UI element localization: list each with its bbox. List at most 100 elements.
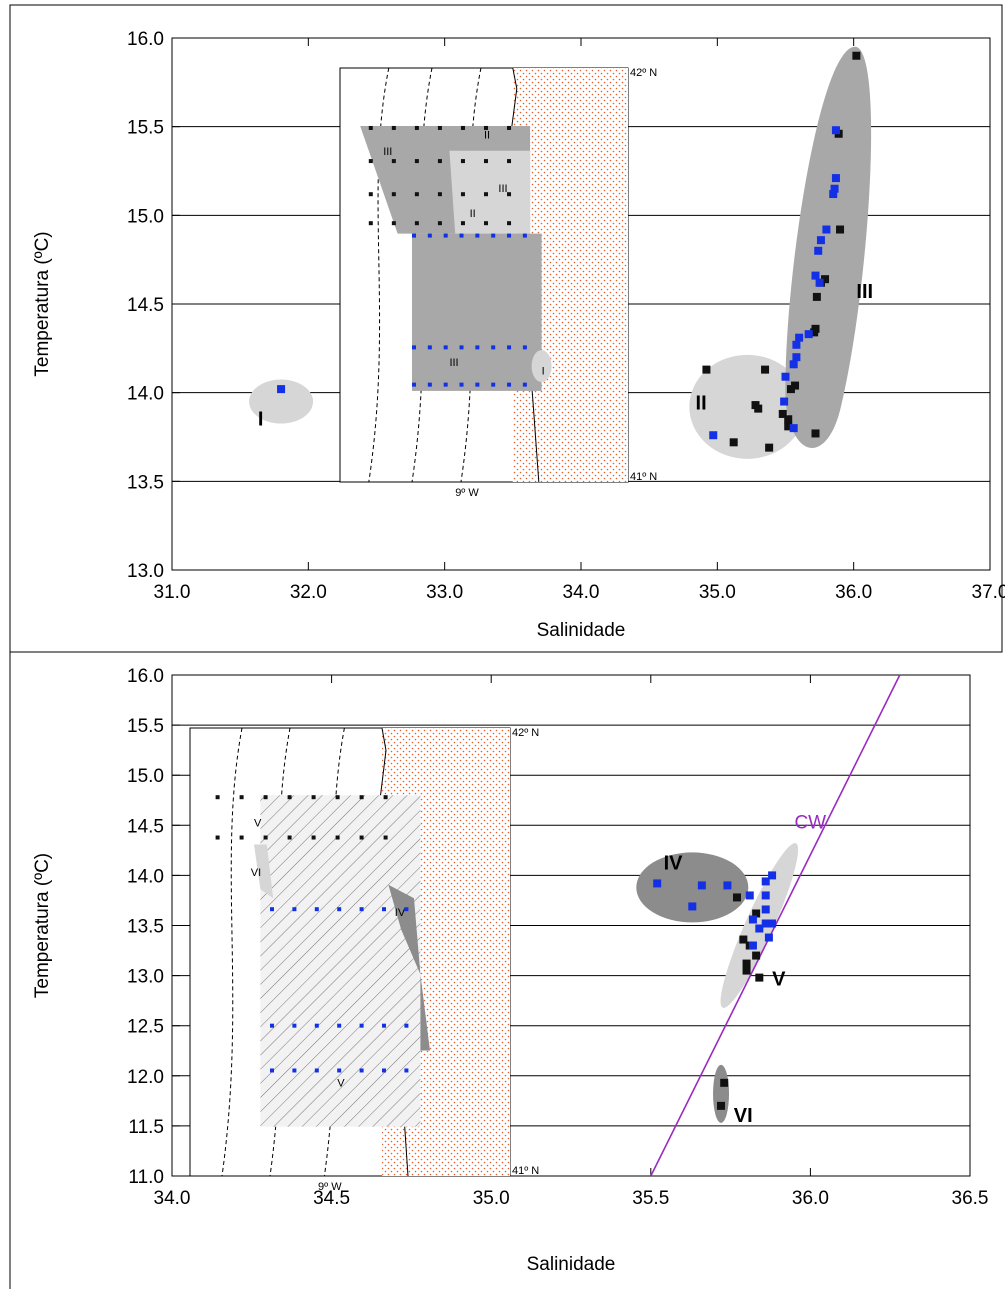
blue-data-point bbox=[792, 340, 801, 349]
black-data-point bbox=[784, 422, 793, 431]
station-marker bbox=[507, 221, 512, 226]
inset-region-label: I bbox=[542, 365, 545, 377]
y-tick-label: 14.5 bbox=[127, 295, 164, 316]
inset-lat-bottom: 41º N bbox=[512, 1165, 539, 1177]
station-marker bbox=[270, 1023, 274, 1028]
black-data-point bbox=[752, 909, 761, 918]
blue-data-point bbox=[748, 915, 757, 924]
station-marker bbox=[437, 221, 442, 226]
station-marker bbox=[215, 835, 220, 840]
group-label-i: I bbox=[258, 408, 264, 430]
blue-data-point bbox=[795, 333, 804, 342]
station-marker bbox=[337, 907, 342, 912]
station-marker bbox=[314, 1068, 319, 1073]
blue-data-point bbox=[723, 881, 732, 890]
x-tick-label: 37.0 bbox=[972, 582, 1005, 603]
black-data-point bbox=[852, 51, 861, 60]
inset-region-label: VI bbox=[251, 867, 261, 879]
station-marker bbox=[475, 233, 480, 238]
y-tick-label: 15.0 bbox=[127, 206, 164, 227]
inset-lon: 9º W bbox=[455, 487, 479, 499]
station-marker bbox=[475, 345, 480, 350]
x-tick-label: 34.0 bbox=[563, 582, 600, 603]
station-marker bbox=[383, 795, 388, 800]
blue-data-point bbox=[815, 278, 824, 287]
inset-lat-bottom: 41º N bbox=[630, 471, 657, 483]
station-marker bbox=[311, 795, 316, 800]
station-marker bbox=[484, 159, 488, 164]
station-marker bbox=[443, 382, 448, 387]
x-tick-label: 34.5 bbox=[313, 1188, 350, 1209]
station-marker bbox=[412, 382, 416, 387]
y-tick-label: 11.5 bbox=[128, 1117, 164, 1138]
x-tick-label: 33.0 bbox=[426, 582, 463, 603]
station-marker bbox=[459, 345, 464, 350]
black-data-point bbox=[811, 429, 820, 438]
station-marker bbox=[475, 382, 480, 387]
station-marker bbox=[507, 233, 512, 238]
inset-region-label: V bbox=[337, 1077, 345, 1089]
station-marker bbox=[263, 795, 268, 800]
black-data-point bbox=[732, 893, 741, 902]
station-marker bbox=[383, 835, 388, 840]
inset-region-iv bbox=[388, 884, 421, 975]
bottom-ts-panel: 11.0 11.5 12.0 12.5 13.0 13.5 14.0 14.5 15.0 15.5… bbox=[32, 666, 988, 1275]
station-marker bbox=[368, 159, 373, 164]
black-data-point bbox=[821, 275, 830, 284]
black-data-point bbox=[784, 415, 793, 424]
black-data-point bbox=[810, 328, 819, 337]
station-marker bbox=[522, 233, 527, 238]
station-marker bbox=[491, 382, 496, 387]
inset-region-ii bbox=[449, 150, 531, 234]
data-points bbox=[277, 51, 861, 452]
x-tick-label: 32.0 bbox=[290, 582, 327, 603]
black-data-point bbox=[742, 959, 751, 968]
station-marker bbox=[404, 1023, 409, 1028]
inset-region-label: II bbox=[470, 208, 476, 220]
station-marker bbox=[359, 1068, 364, 1073]
x-tick-label: 36.5 bbox=[952, 1188, 989, 1209]
black-data-point bbox=[739, 935, 748, 944]
blue-data-point bbox=[768, 919, 777, 928]
x-tick-label: 34.0 bbox=[154, 1188, 191, 1209]
station-marker bbox=[359, 835, 364, 840]
black-data-point bbox=[791, 381, 800, 390]
y-tick-label: 15.5 bbox=[127, 716, 164, 737]
bathymetry-line bbox=[368, 67, 390, 483]
station-marker bbox=[414, 159, 419, 164]
y-tick-label: 15.0 bbox=[127, 766, 164, 787]
blue-data-point bbox=[688, 902, 697, 911]
black-data-point bbox=[836, 225, 845, 234]
station-marker bbox=[414, 125, 419, 130]
y-tick-label: 16.0 bbox=[127, 666, 164, 687]
black-data-point bbox=[729, 438, 738, 447]
blue-data-point bbox=[829, 190, 838, 199]
station-marker bbox=[391, 192, 396, 197]
x-tick-label: 35.5 bbox=[632, 1188, 669, 1209]
inset-region-vi bbox=[254, 844, 274, 899]
station-marker bbox=[412, 233, 416, 238]
station-marker bbox=[337, 1068, 342, 1073]
station-marker bbox=[270, 1068, 274, 1073]
station-marker bbox=[404, 907, 409, 912]
station-marker bbox=[239, 835, 244, 840]
inset-lat-top: 42º N bbox=[512, 727, 539, 739]
blue-data-point bbox=[792, 353, 801, 362]
group-label-iv: IV bbox=[664, 852, 684, 874]
black-data-point bbox=[720, 1078, 729, 1087]
cw-line-label: CW bbox=[794, 812, 826, 833]
station-marker bbox=[507, 192, 512, 197]
inset-region-label: III bbox=[449, 357, 458, 369]
station-marker bbox=[215, 795, 220, 800]
x-axis-label: Salinidade bbox=[527, 1254, 616, 1275]
y-tick-label: 14.0 bbox=[127, 866, 164, 887]
black-data-point bbox=[754, 404, 763, 413]
inset-region-label: III bbox=[498, 183, 507, 195]
inset-region-iv-south bbox=[420, 974, 430, 1051]
y-axis-label: Temperatura (ºC) bbox=[32, 853, 53, 998]
blue-data-point bbox=[697, 881, 706, 890]
black-data-point bbox=[765, 443, 774, 452]
station-marker bbox=[359, 907, 364, 912]
blue-data-point bbox=[761, 919, 770, 928]
blue-data-point bbox=[761, 877, 770, 886]
